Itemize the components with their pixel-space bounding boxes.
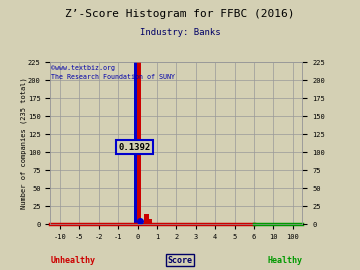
Text: ©www.textbiz.org: ©www.textbiz.org xyxy=(51,65,115,71)
Text: Unhealthy: Unhealthy xyxy=(50,256,95,265)
Bar xyxy=(144,214,149,224)
Text: Healthy: Healthy xyxy=(267,256,302,265)
Text: Z’-Score Histogram for FFBC (2016): Z’-Score Histogram for FFBC (2016) xyxy=(65,9,295,19)
Text: The Research Foundation of SUNY: The Research Foundation of SUNY xyxy=(51,74,175,80)
Bar xyxy=(134,62,138,224)
Y-axis label: Number of companies (235 total): Number of companies (235 total) xyxy=(20,77,27,209)
Text: 0.1392: 0.1392 xyxy=(118,143,151,151)
Text: Industry: Banks: Industry: Banks xyxy=(140,28,220,37)
Bar xyxy=(138,62,141,224)
Text: Score: Score xyxy=(167,256,193,265)
Bar xyxy=(148,219,152,224)
